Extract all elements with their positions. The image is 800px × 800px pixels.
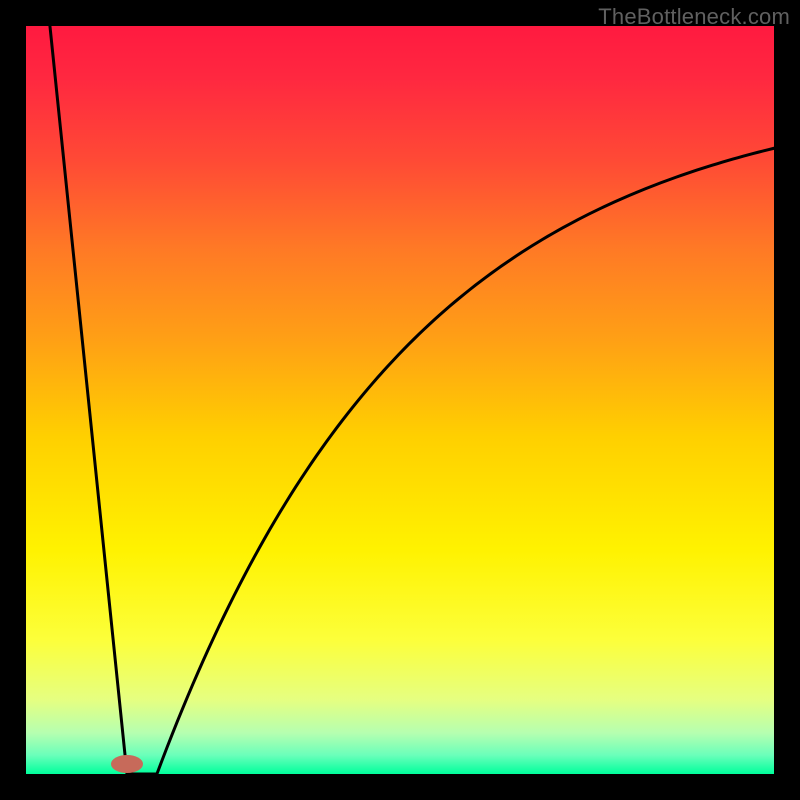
plot-area <box>26 26 774 774</box>
curve-svg <box>26 26 774 774</box>
watermark-text: TheBottleneck.com <box>598 4 790 30</box>
bottleneck-curve <box>50 26 774 774</box>
minimum-marker <box>111 755 143 773</box>
chart-frame: TheBottleneck.com <box>0 0 800 800</box>
